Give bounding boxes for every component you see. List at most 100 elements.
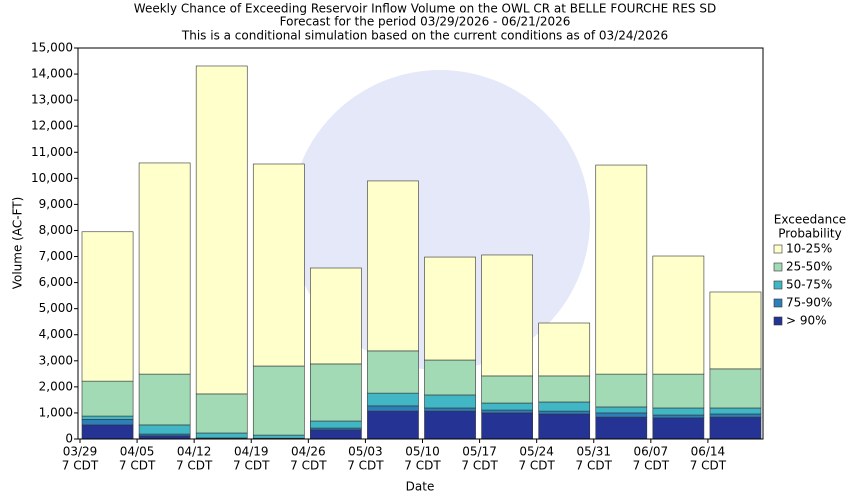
bar-segment: [367, 180, 419, 352]
x-tick-label: 7 CDT: [62, 459, 99, 473]
bar-segment: [538, 322, 591, 377]
legend-title: Probability: [778, 227, 841, 241]
y-tick-label: 9,000: [39, 197, 73, 211]
bar-segment: [367, 405, 419, 412]
chart-subtitle: This is a conditional simulation based o…: [181, 29, 668, 43]
bar-segment: [595, 416, 648, 440]
y-tick-label: 2,000: [39, 379, 73, 393]
x-tick-label: 7 CDT: [290, 459, 327, 473]
bar-segment: [481, 254, 533, 377]
legend-label: 10-25%: [786, 242, 832, 256]
x-tick-label: 7 CDT: [690, 459, 727, 473]
bar-segment: [195, 432, 248, 439]
x-tick-label: 05/24: [519, 445, 554, 459]
bar-segment: [81, 380, 134, 417]
legend-label: 50-75%: [786, 278, 832, 292]
bar-segment: [709, 413, 762, 418]
bar-segment: [138, 162, 191, 375]
bar-segment: [195, 393, 248, 434]
y-tick-label: 15,000: [31, 41, 73, 55]
legend-label: 25-50%: [786, 260, 832, 274]
bar-segment: [709, 407, 762, 415]
bar-segment: [595, 373, 648, 408]
x-tick-label: 7 CDT: [233, 459, 270, 473]
y-tick-label: 0: [65, 432, 73, 446]
bar-segment: [538, 401, 591, 412]
legend-label: 75-90%: [786, 296, 832, 310]
x-tick-label: 7 CDT: [176, 459, 213, 473]
bar-segment: [310, 429, 362, 440]
bar-segment: [81, 415, 134, 420]
plot-border: [77, 47, 764, 440]
x-tick-label: 7 CDT: [119, 459, 156, 473]
y-tick-label: 10,000: [31, 171, 73, 185]
legend-swatch: [773, 280, 783, 290]
y-tick-label: 8,000: [39, 223, 73, 237]
bar-segment: [538, 375, 591, 403]
x-tick-label: 05/10: [405, 445, 440, 459]
bar-segment: [424, 359, 476, 396]
bar-segment: [424, 407, 476, 412]
bar-segment: [252, 365, 305, 436]
x-tick-label: 06/07: [634, 445, 669, 459]
legend-title: Exceedance: [774, 213, 846, 227]
y-tick-label: 1,000: [39, 405, 73, 419]
bar-segment: [367, 410, 419, 440]
bar-segment: [709, 291, 762, 370]
x-tick-label: 04/12: [177, 445, 212, 459]
bar-segment: [652, 414, 705, 419]
bar-segment: [195, 65, 248, 395]
bar-segment: [481, 412, 533, 440]
bar-segment: [310, 363, 362, 422]
bar-segment: [367, 392, 419, 407]
legend-swatch: [773, 262, 783, 272]
y-tick-label: 13,000: [31, 93, 73, 107]
bar-segment: [652, 255, 705, 375]
x-tick-label: 7 CDT: [461, 459, 498, 473]
bar-segment: [138, 373, 191, 426]
bar-segment: [538, 410, 591, 415]
bar-segment: [481, 409, 533, 414]
x-tick-label: 05/03: [348, 445, 383, 459]
bar-segment: [138, 424, 191, 435]
x-tick-label: 7 CDT: [576, 459, 613, 473]
y-tick-label: 6,000: [39, 275, 73, 289]
chart-subtitle: Forecast for the period 03/29/2026 - 06/…: [280, 15, 571, 29]
x-tick-label: 04/26: [291, 445, 326, 459]
bar-segment: [310, 267, 362, 365]
x-tick-label: 05/17: [462, 445, 497, 459]
bar-segment: [81, 424, 134, 440]
bar-segment: [81, 419, 134, 426]
x-tick-label: 06/14: [691, 445, 726, 459]
y-tick-label: 7,000: [39, 249, 73, 263]
x-tick-label: 7 CDT: [347, 459, 384, 473]
y-tick-label: 12,000: [31, 119, 73, 133]
bar-segment: [81, 231, 134, 382]
y-tick-label: 5,000: [39, 301, 73, 315]
y-axis-label: Volume (AC-FT): [11, 197, 25, 290]
bar-segment: [367, 350, 419, 394]
legend-label: > 90%: [786, 314, 827, 328]
x-tick-label: 03/29: [63, 445, 98, 459]
y-tick-label: 14,000: [31, 67, 73, 81]
x-tick-label: 04/05: [120, 445, 155, 459]
x-axis-label: Date: [406, 480, 435, 494]
bar-segment: [424, 410, 476, 440]
bar-segment: [652, 407, 705, 416]
chart-title: Weekly Chance of Exceeding Reservoir Inf…: [134, 2, 716, 16]
bar-segment: [424, 256, 476, 361]
x-tick-label: 7 CDT: [518, 459, 555, 473]
bar-segment: [595, 412, 648, 418]
bar-segment: [481, 375, 533, 404]
bar-segment: [709, 368, 762, 409]
bar-segment: [252, 163, 305, 367]
bar-segment: [424, 394, 476, 409]
bar-segment: [652, 417, 705, 440]
legend-swatch: [773, 244, 783, 254]
x-tick-label: 7 CDT: [404, 459, 441, 473]
x-tick-label: 04/19: [234, 445, 269, 459]
x-tick-label: 05/31: [576, 445, 611, 459]
bar-segment: [310, 420, 362, 429]
bar-segment: [595, 164, 648, 375]
